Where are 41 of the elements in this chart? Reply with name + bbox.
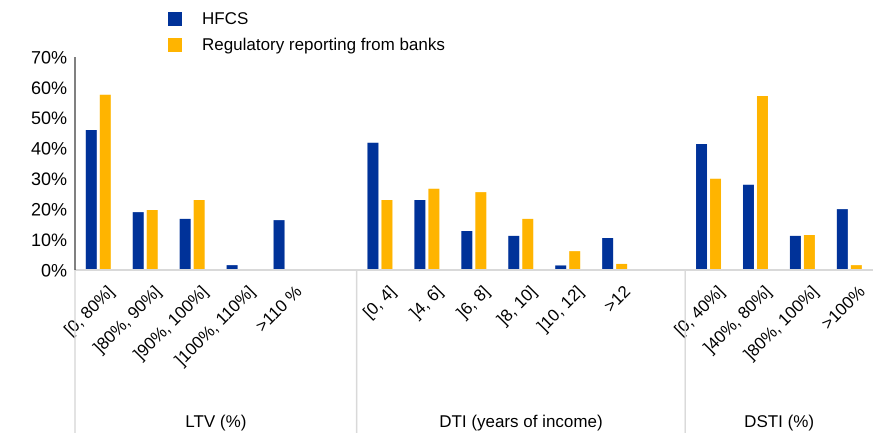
bar xyxy=(86,130,97,270)
bar xyxy=(804,235,815,270)
x-tick-label: ]6, 8] xyxy=(453,282,494,322)
bar xyxy=(790,236,801,270)
text: LTV (%) xyxy=(185,412,246,431)
x-tick-label: ]4, 6] xyxy=(406,282,446,322)
bar xyxy=(194,200,205,270)
x-tick-label: >12 xyxy=(600,282,634,316)
y-tick-label: 50% xyxy=(30,108,67,128)
bar xyxy=(742,184,754,270)
bar xyxy=(696,144,708,270)
y-tick-label: 30% xyxy=(30,169,67,190)
bar xyxy=(602,238,614,270)
y-tick-label: 70% xyxy=(30,47,67,68)
y-tick-label: 0% xyxy=(40,260,67,280)
y-tick-label: 60% xyxy=(30,78,67,98)
bar xyxy=(461,231,472,270)
x-tick-label: [0, 4] xyxy=(359,282,400,322)
bar xyxy=(475,192,486,270)
text: DSTI (%) xyxy=(744,412,814,431)
legend-label: HFCS xyxy=(202,9,248,29)
y-tick-label: 10% xyxy=(30,230,67,250)
bar xyxy=(756,96,768,270)
bar xyxy=(132,212,144,270)
y-tick-label: 20% xyxy=(30,200,67,220)
bar xyxy=(146,210,158,270)
text: DTI (years of income) xyxy=(439,412,603,431)
legend-label: Regulatory reporting from banks xyxy=(202,35,445,55)
bar xyxy=(508,236,520,270)
bar xyxy=(367,142,378,270)
bar xyxy=(522,218,534,270)
bar xyxy=(100,94,111,270)
y-tick-label: 40% xyxy=(30,138,67,159)
bar xyxy=(180,218,191,270)
bar xyxy=(381,200,392,270)
bar xyxy=(569,251,580,270)
bar xyxy=(836,209,848,270)
bar xyxy=(428,188,440,270)
bar xyxy=(710,178,722,270)
bar xyxy=(414,200,426,270)
bar xyxy=(274,220,285,270)
